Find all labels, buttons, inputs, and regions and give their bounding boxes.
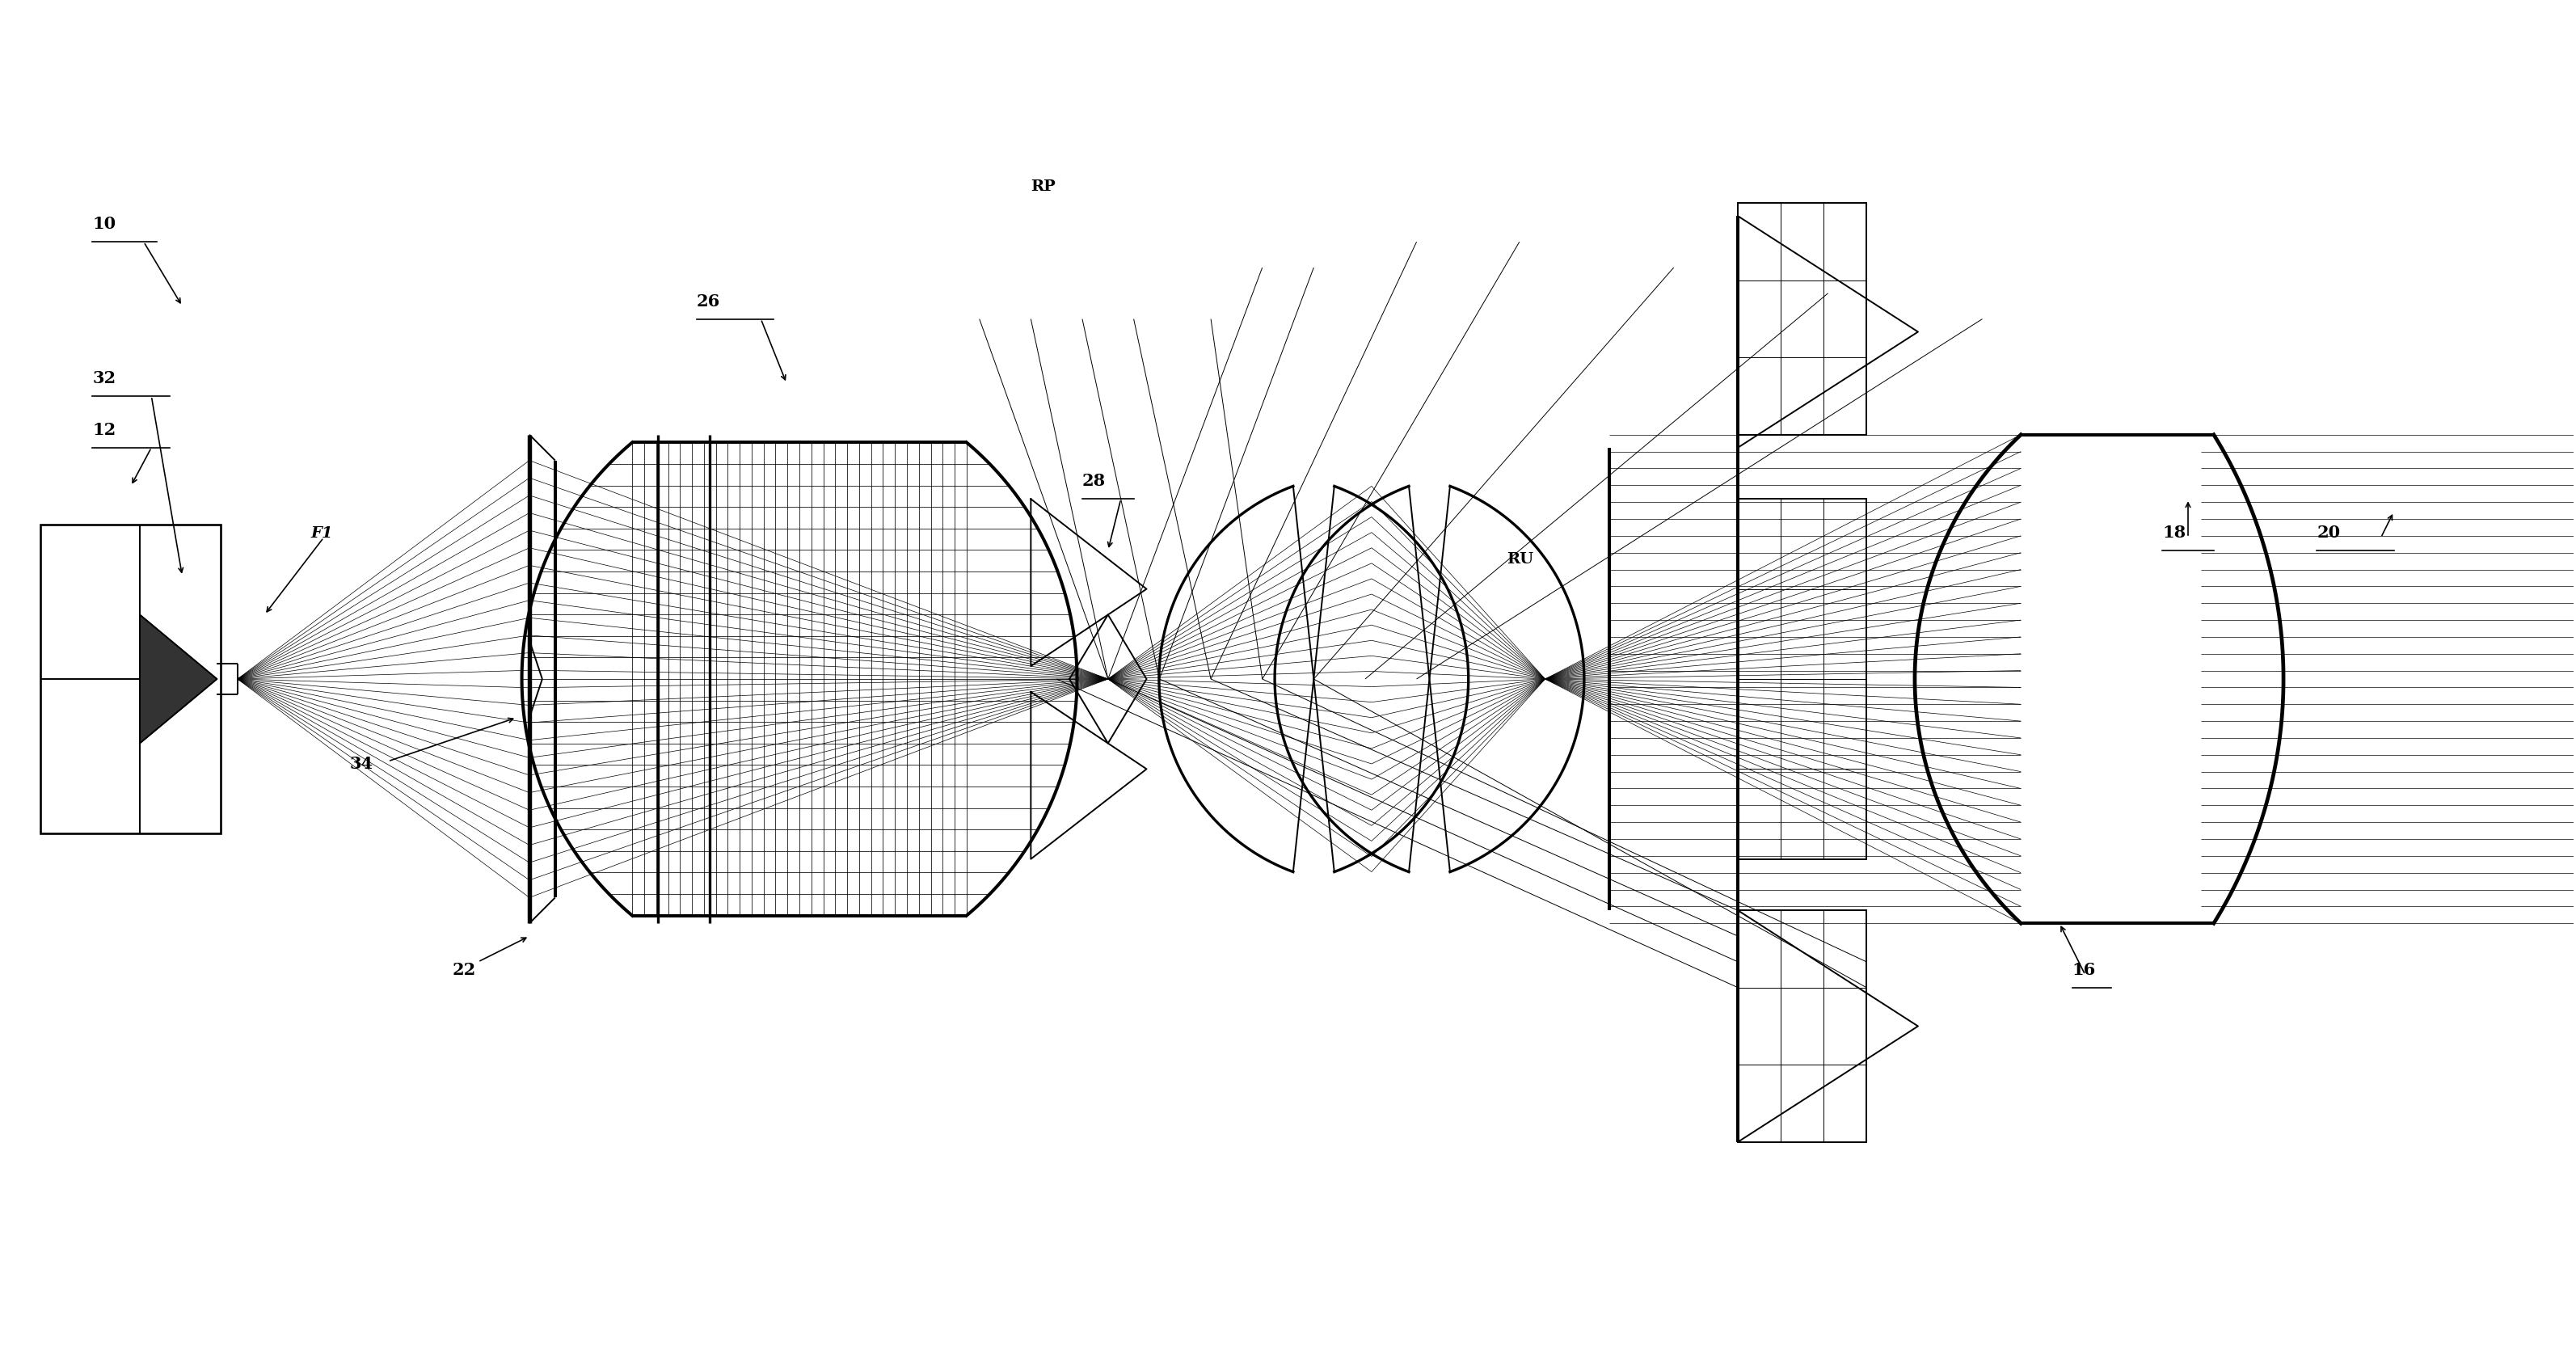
Text: 22: 22: [453, 961, 477, 978]
Text: F1: F1: [312, 527, 332, 540]
Text: RP: RP: [1030, 179, 1056, 194]
Text: 28: 28: [1082, 473, 1105, 489]
Text: 26: 26: [696, 293, 721, 310]
Text: 34: 34: [350, 756, 374, 773]
Text: RU: RU: [1507, 551, 1533, 566]
Bar: [1739, 910, 1868, 1142]
Text: 10: 10: [93, 216, 116, 232]
Text: 18: 18: [2161, 524, 2187, 540]
Bar: [1739, 204, 1868, 435]
Polygon shape: [139, 615, 216, 743]
Text: 32: 32: [93, 371, 116, 387]
Text: 20: 20: [2316, 524, 2339, 540]
Text: 12: 12: [93, 422, 116, 437]
Bar: [41, 524, 222, 834]
Text: 16: 16: [2071, 961, 2097, 978]
Bar: [1739, 498, 1868, 860]
